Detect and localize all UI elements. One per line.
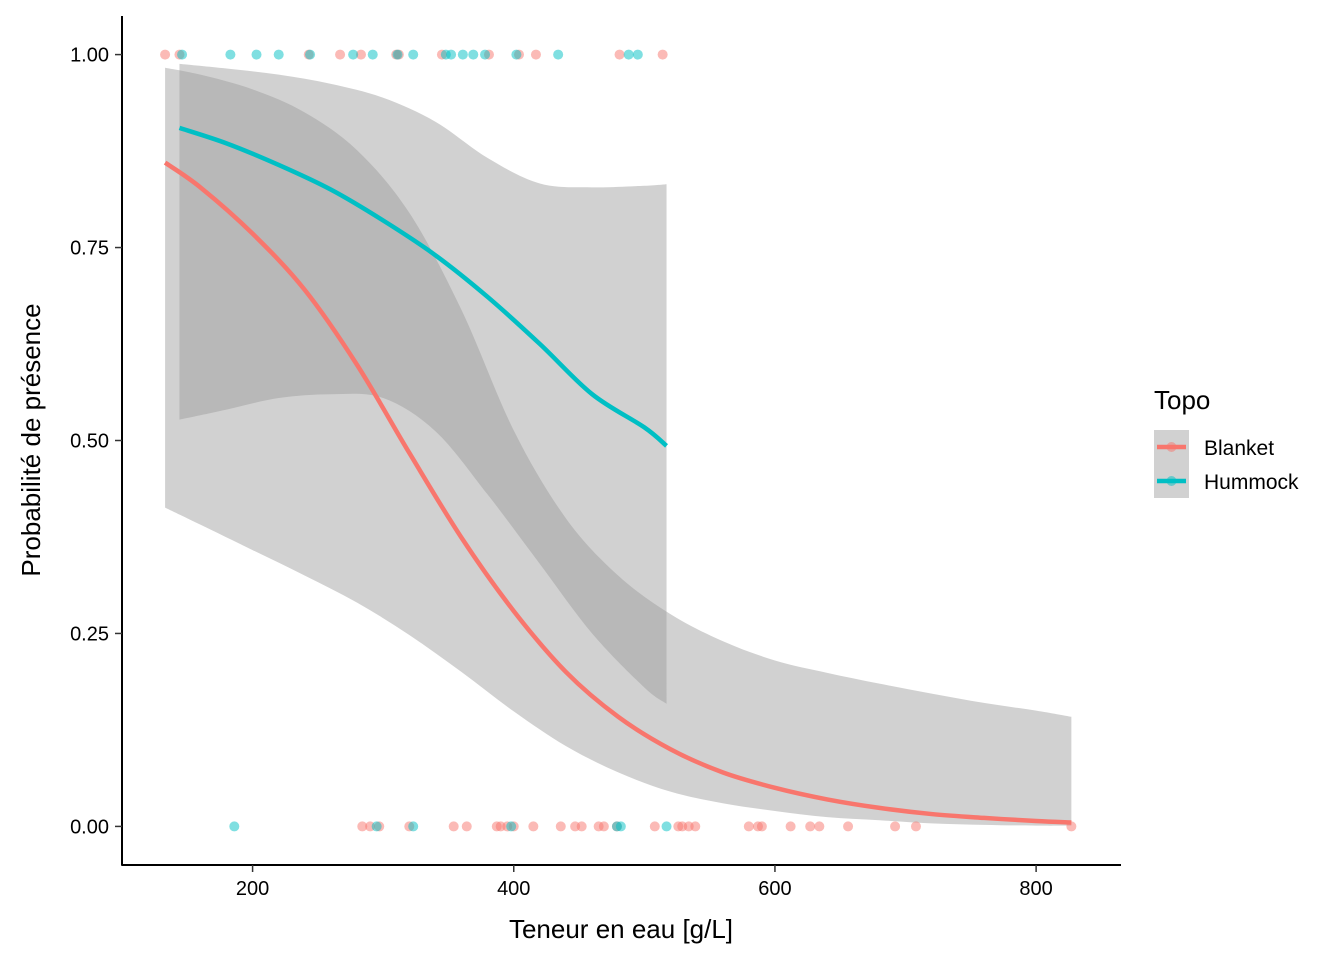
confidence-ribbons xyxy=(165,63,1072,826)
legend-label-blanket: Blanket xyxy=(1204,437,1274,460)
data-point-hummock xyxy=(367,49,378,60)
data-point-blanket xyxy=(743,821,754,832)
data-point-blanket xyxy=(357,821,368,832)
data-point-blanket xyxy=(814,821,825,832)
y-tick-label: 0.25 xyxy=(70,623,109,645)
data-point-hummock xyxy=(615,821,626,832)
legend-key-point-blanket xyxy=(1166,442,1177,452)
data-point-blanket xyxy=(910,821,921,832)
x-tick-label: 800 xyxy=(1019,878,1052,900)
data-point-hummock xyxy=(392,49,403,60)
data-point-hummock xyxy=(446,49,457,60)
data-point-blanket xyxy=(160,49,171,60)
fitted-curve-hummock xyxy=(178,125,669,448)
data-point-blanket xyxy=(690,821,701,832)
data-point-hummock xyxy=(177,49,188,60)
data-point-blanket xyxy=(530,49,541,60)
data-point-blanket xyxy=(355,49,366,60)
data-point-blanket xyxy=(576,821,587,832)
confidence-ribbon-hummock xyxy=(179,63,667,704)
data-point-hummock xyxy=(348,49,359,60)
data-points xyxy=(160,49,1077,832)
y-tick-label: 0.00 xyxy=(70,816,109,838)
fitted-curves xyxy=(163,125,1072,825)
data-point-blanket xyxy=(890,821,901,832)
data-point-blanket xyxy=(528,821,539,832)
data-point-blanket xyxy=(461,821,472,832)
data-point-hummock xyxy=(632,49,643,60)
legend-key-point-hummock xyxy=(1166,476,1177,486)
data-point-blanket xyxy=(335,49,346,60)
data-point-blanket xyxy=(805,821,816,832)
data-point-hummock xyxy=(229,821,240,832)
y-tick-label: 1.00 xyxy=(70,45,109,67)
data-point-hummock xyxy=(511,49,522,60)
x-tick-label: 200 xyxy=(236,878,269,900)
tick-labels: 200 400 600 800 0.00 0.25 0.50 0.75 1.00 xyxy=(70,45,1053,900)
data-point-hummock xyxy=(408,49,419,60)
data-point-hummock xyxy=(305,49,316,60)
data-point-hummock xyxy=(553,49,564,60)
legend-title: Topo xyxy=(1154,385,1210,415)
data-point-blanket xyxy=(555,821,566,832)
y-tick-label: 0.50 xyxy=(70,431,109,453)
legend: Topo Blanket Hummock xyxy=(1154,385,1299,498)
x-tick-label: 400 xyxy=(497,878,530,900)
data-point-hummock xyxy=(661,821,672,832)
data-point-hummock xyxy=(506,821,517,832)
data-point-hummock xyxy=(225,49,236,60)
data-point-blanket xyxy=(448,821,459,832)
data-point-hummock xyxy=(468,49,479,60)
data-point-hummock xyxy=(480,49,491,60)
data-point-blanket xyxy=(756,821,767,832)
data-point-hummock xyxy=(371,821,382,832)
data-point-hummock xyxy=(273,49,284,60)
y-axis-title: Probabilité de présence xyxy=(16,303,46,576)
data-point-blanket xyxy=(843,821,854,832)
x-axis-title: Teneur en eau [g/L] xyxy=(509,914,733,944)
fitted-curve-blanket xyxy=(163,160,1072,825)
data-point-blanket xyxy=(649,821,660,832)
data-point-hummock xyxy=(251,49,262,60)
data-point-hummock xyxy=(408,821,419,832)
legend-label-hummock: Hummock xyxy=(1204,471,1299,494)
data-point-blanket xyxy=(657,49,668,60)
x-tick-label: 600 xyxy=(758,878,791,900)
confidence-ribbon-blanket xyxy=(165,67,1072,826)
axes xyxy=(115,16,1121,872)
data-point-blanket xyxy=(598,821,609,832)
data-point-blanket xyxy=(785,821,796,832)
data-point-hummock xyxy=(457,49,468,60)
data-point-hummock xyxy=(623,49,634,60)
data-point-blanket xyxy=(614,49,625,60)
y-tick-label: 0.75 xyxy=(70,238,109,260)
